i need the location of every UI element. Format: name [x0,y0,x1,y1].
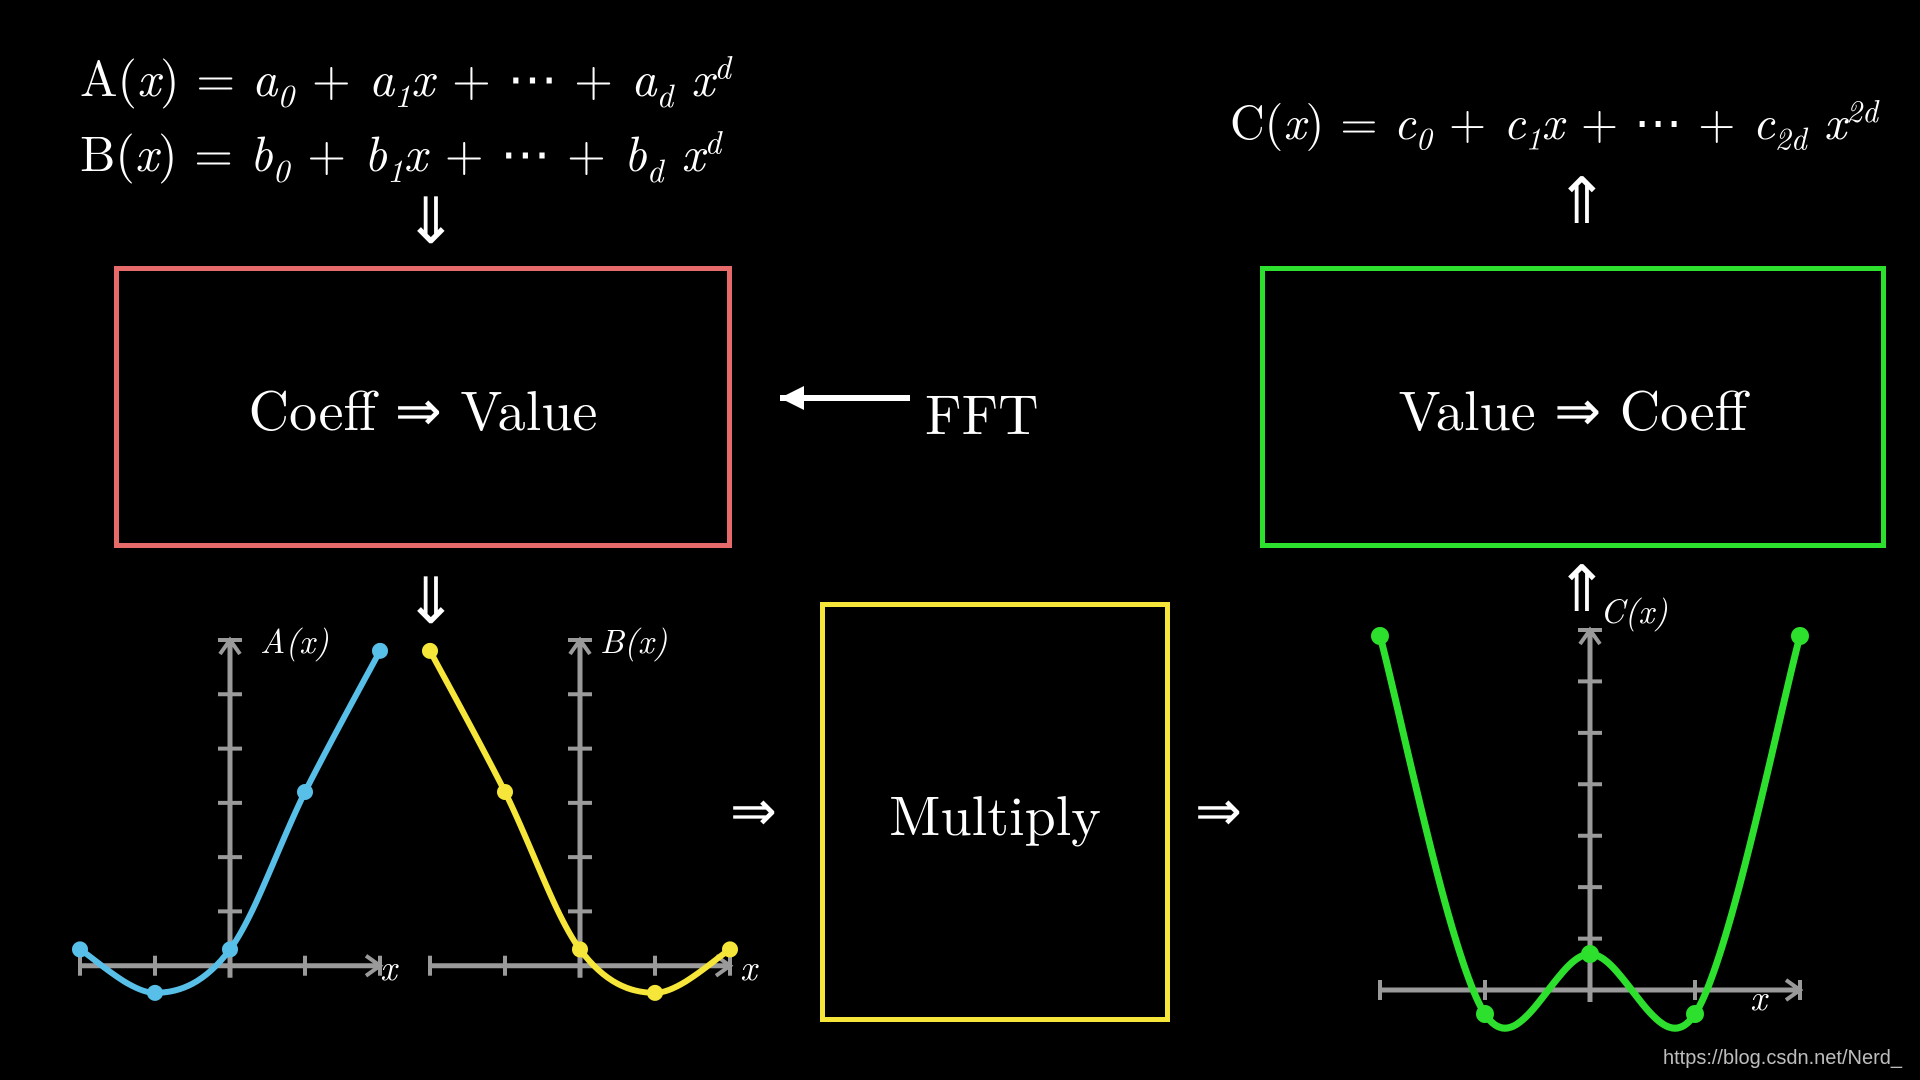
watermark: https://blog.csdn.net/Nerd_ [1663,1047,1902,1070]
charts-svg [0,0,1920,1080]
fft-diagram: A(x) = a0 + a1x + ⋯ + ad xd B(x) = b0 + … [0,0,1920,1080]
